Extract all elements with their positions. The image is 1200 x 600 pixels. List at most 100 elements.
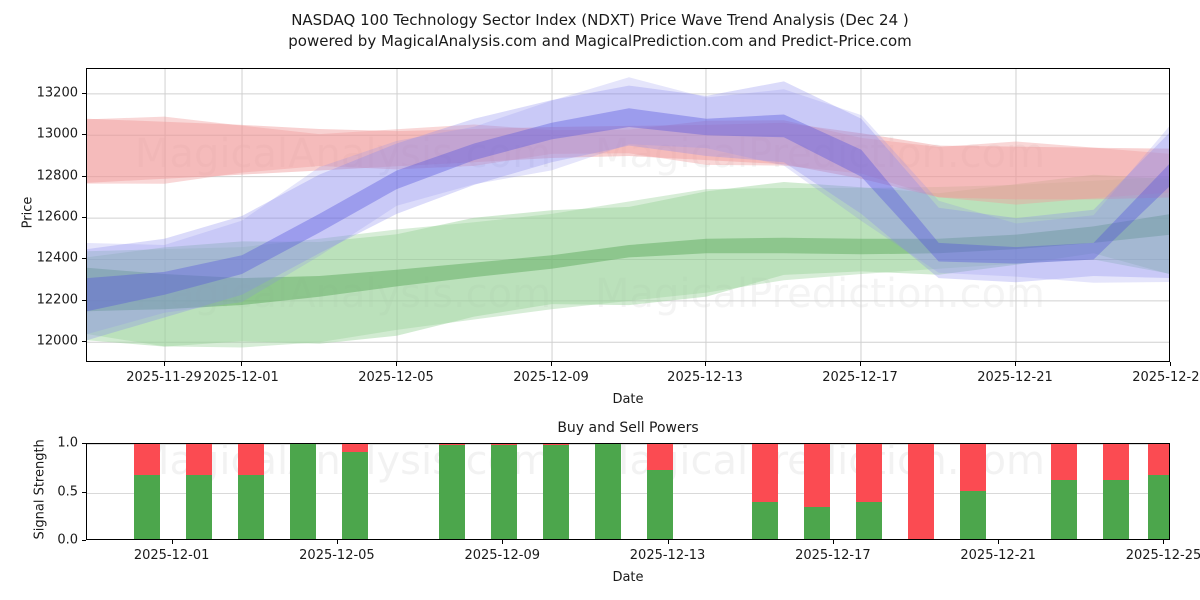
- buy-power-segment: [543, 444, 570, 539]
- sell-power-segment: [237, 444, 264, 475]
- signal-bar[interactable]: [751, 444, 778, 539]
- signal-x-tick-label: 2025-12-13: [629, 548, 706, 563]
- signal-x-tick-mark: [1163, 540, 1165, 544]
- price-y-tick-mark: [82, 299, 86, 301]
- signal-x-tick-label: 2025-12-17: [795, 548, 871, 563]
- support-band: [87, 176, 1169, 348]
- buy-power-segment: [959, 491, 986, 539]
- signal-bar[interactable]: [803, 444, 830, 539]
- buy-power-segment: [595, 444, 622, 539]
- sell-power-segment: [439, 444, 466, 445]
- price-x-tick-label: 2025-12-01: [203, 370, 279, 385]
- resistance-band-outer: [87, 116, 1169, 205]
- signal-y-tick-label: 0.0: [57, 532, 78, 548]
- buy-power-segment: [855, 502, 882, 539]
- sell-power-segment: [855, 444, 882, 503]
- signal-bar[interactable]: [595, 444, 622, 539]
- gridline-h: [87, 444, 1169, 445]
- buy-power-segment: [289, 444, 316, 539]
- chart-title-block: NASDAQ 100 Technology Sector Index (NDXT…: [0, 10, 1200, 52]
- signal-x-tick-label: 2025-12-01: [133, 548, 210, 563]
- price-x-tick-label: 2025-12-05: [358, 370, 434, 385]
- signal-y-tick-mark: [82, 491, 86, 493]
- signal-x-tick-mark: [336, 540, 338, 544]
- signal-bar[interactable]: [543, 444, 570, 539]
- sell-power-segment: [803, 444, 830, 507]
- price-y-tick-label: 12400: [36, 250, 78, 266]
- signal-bar[interactable]: [133, 444, 160, 539]
- price-x-tick-label: 2025-12-09: [513, 370, 589, 385]
- page-title: NASDAQ 100 Technology Sector Index (NDXT…: [291, 11, 909, 29]
- signal-bar[interactable]: [289, 444, 316, 539]
- price-y-tick-label: 12000: [36, 333, 78, 349]
- price-x-tick-mark: [551, 362, 553, 366]
- price-plot-area: MagicalAnalysis.com MagicalPrediction.co…: [87, 69, 1169, 361]
- price-x-tick-label: 2025-12-17: [822, 370, 898, 385]
- signal-y-tick-mark: [82, 443, 86, 444]
- signal-x-axis-label: Date: [612, 570, 644, 585]
- signal-x-tick-mark: [502, 540, 504, 544]
- price-x-tick-label: 2025-12-25: [1132, 370, 1200, 385]
- signal-x-tick-mark: [667, 540, 669, 544]
- price-x-tick-label: 2025-11-29: [126, 370, 202, 385]
- signal-x-tick-mark: [998, 540, 1000, 544]
- sell-power-segment: [959, 444, 986, 492]
- signal-x-tick-mark: [832, 540, 834, 544]
- sell-power-segment: [185, 444, 212, 475]
- signal-chart-axes: MagicalAnalysis.com MagicalPrediction.co…: [86, 443, 1170, 540]
- signal-x-tick-label: 2025-12-21: [960, 548, 1036, 563]
- buy-power-segment: [1050, 479, 1077, 539]
- signal-bar[interactable]: [959, 444, 986, 539]
- price-x-axis-label: Date: [612, 392, 644, 407]
- signal-bar[interactable]: [491, 444, 518, 539]
- buy-power-segment: [491, 444, 518, 539]
- signal-chart-title: Buy and Sell Powers: [557, 420, 699, 436]
- signal-x-tick-mark: [171, 540, 173, 544]
- signal-y-axis-label: Signal Strength: [32, 438, 48, 539]
- price-y-tick-mark: [82, 175, 86, 177]
- page-subtitle: powered by MagicalAnalysis.com and Magic…: [288, 32, 912, 50]
- buy-power-segment: [341, 451, 368, 539]
- signal-bar[interactable]: [855, 444, 882, 539]
- sell-power-segment: [1050, 444, 1077, 480]
- wave-band-outer: [87, 77, 1169, 335]
- signal-y-tick-mark: [82, 540, 86, 541]
- buy-power-segment: [1148, 474, 1169, 539]
- price-y-tick-mark: [82, 258, 86, 260]
- price-x-tick-mark: [1014, 362, 1016, 366]
- buy-power-segment: [1102, 479, 1129, 539]
- price-x-tick-mark: [164, 362, 166, 366]
- price-chart-axes: MagicalAnalysis.com MagicalPrediction.co…: [86, 68, 1170, 362]
- price-x-tick-label: 2025-12-13: [667, 370, 743, 385]
- price-y-tick-label: 12800: [36, 168, 78, 184]
- signal-bar[interactable]: [1050, 444, 1077, 539]
- signal-x-tick-label: 2025-12-05: [299, 548, 375, 563]
- signal-bar[interactable]: [907, 444, 934, 539]
- price-x-tick-label: 2025-12-21: [977, 370, 1053, 385]
- gridline-h: [87, 492, 1169, 494]
- sell-power-segment: [491, 444, 518, 445]
- price-x-tick-mark: [704, 362, 706, 366]
- price-y-tick-mark: [82, 134, 86, 136]
- buy-power-segment: [803, 507, 830, 539]
- buy-power-segment: [237, 474, 264, 539]
- price-x-tick-mark: [1170, 362, 1171, 366]
- price-x-tick-mark: [396, 362, 398, 366]
- signal-bar[interactable]: [1102, 444, 1129, 539]
- buy-power-segment: [133, 474, 160, 539]
- signal-bar[interactable]: [439, 444, 466, 539]
- sell-power-segment: [543, 444, 570, 445]
- signal-bar[interactable]: [237, 444, 264, 539]
- buy-power-segment: [439, 444, 466, 539]
- signal-bar[interactable]: [1148, 444, 1169, 539]
- signal-bar[interactable]: [647, 444, 674, 539]
- signal-bar[interactable]: [341, 444, 368, 539]
- buy-power-segment: [751, 502, 778, 539]
- buy-power-segment: [185, 474, 212, 539]
- signal-bar[interactable]: [185, 444, 212, 539]
- sell-power-segment: [1102, 444, 1129, 480]
- support-core: [87, 214, 1169, 312]
- signal-plot-area: MagicalAnalysis.com MagicalPrediction.co…: [87, 444, 1169, 539]
- sell-power-segment: [907, 444, 934, 539]
